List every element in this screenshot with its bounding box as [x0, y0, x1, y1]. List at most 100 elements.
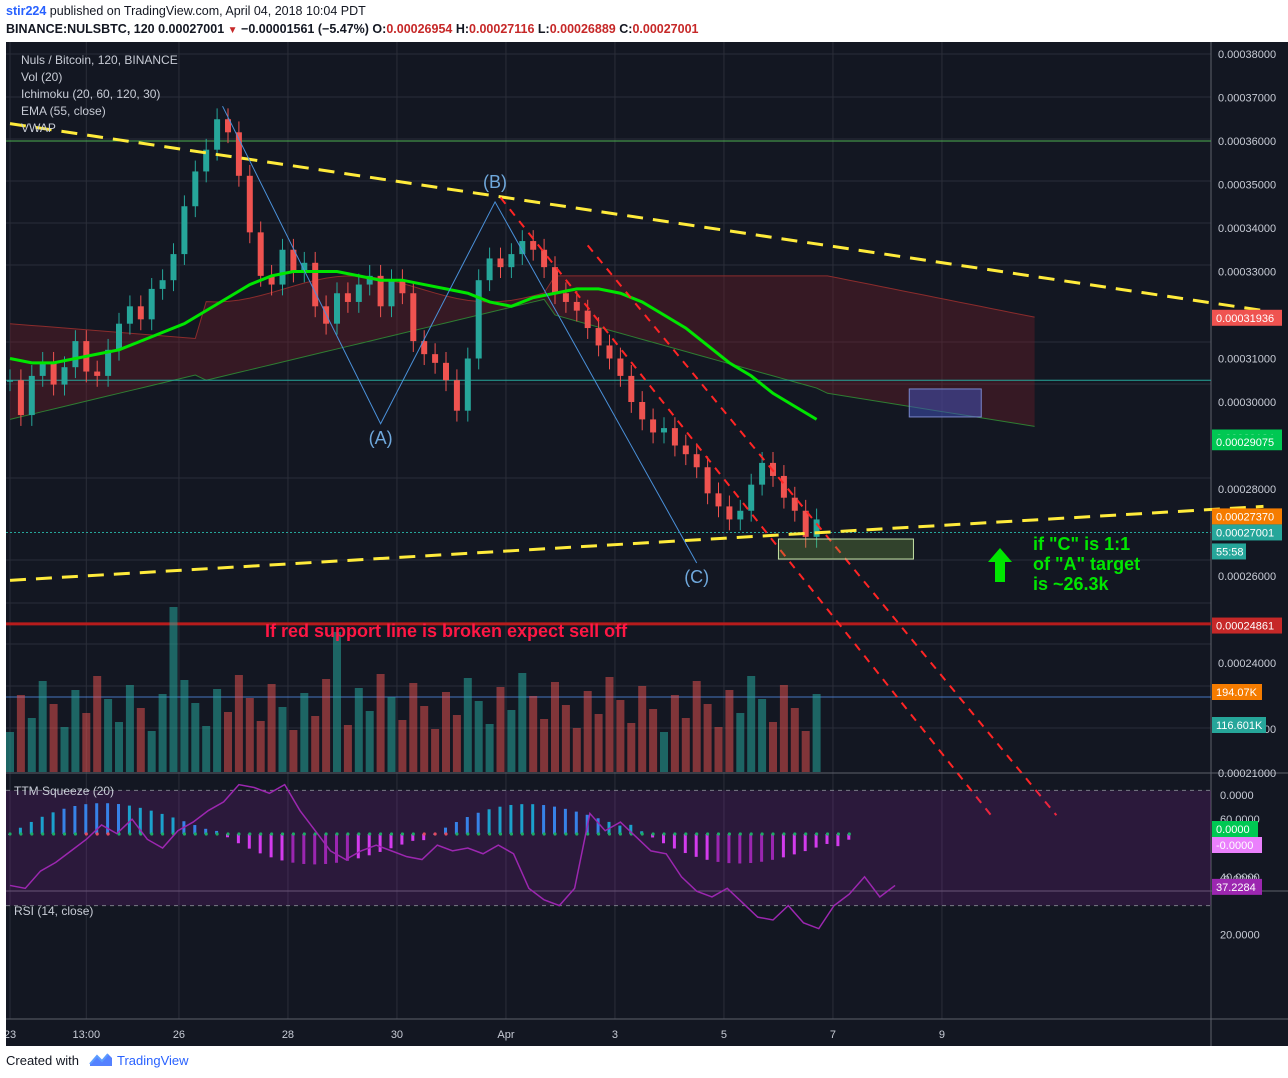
squeeze-dot [716, 832, 721, 836]
legend-ichimoku[interactable]: Ichimoku (20, 60, 120, 30) [21, 87, 161, 101]
squeeze-dot [335, 832, 339, 836]
open-value: 0.00026954 [386, 22, 453, 36]
volume-bar [202, 726, 211, 772]
price-tick-label: 0.00034000 [1218, 223, 1276, 235]
squeeze-dot [248, 832, 252, 836]
price-tick-label: 0.00038000 [1218, 49, 1276, 61]
candle-body [235, 132, 242, 176]
candle-body [225, 119, 231, 133]
candle-body [312, 262, 319, 307]
legend-vwap[interactable]: VWAP [21, 121, 56, 135]
close-value: 0.00027001 [632, 22, 699, 36]
chart-area[interactable]: 0.00038000 0.00037000 0.00036000 0.00035000… [4, 42, 1288, 1046]
candle-body [715, 493, 722, 507]
squeeze-bar [618, 825, 622, 834]
time-tick-label: 7 [830, 1029, 836, 1041]
elliott-wave-line[interactable] [222, 105, 698, 564]
candle-body [759, 462, 766, 485]
candle-body [159, 280, 166, 289]
trend-line[interactable] [499, 196, 992, 816]
volume-bar [747, 676, 756, 772]
volume-bar [507, 710, 516, 772]
up-arrow-icon [988, 548, 1012, 582]
candle-body [519, 241, 526, 255]
tradingview-logo-icon[interactable] [88, 1050, 114, 1068]
legend-rsi[interactable]: RSI (14, close) [14, 904, 94, 918]
squeeze-bar [444, 827, 447, 834]
author-link[interactable]: stir224 [6, 4, 47, 18]
squeeze-bar [781, 834, 785, 858]
squeeze-dot [673, 832, 677, 836]
candle-body [573, 301, 580, 311]
candle-body [671, 428, 678, 446]
ttm-value-label-bg [1212, 837, 1262, 853]
squeeze-dot [368, 832, 372, 836]
trend-line[interactable] [9, 122, 1264, 313]
candle-body [421, 341, 428, 355]
squeeze-bar [771, 834, 774, 860]
squeeze-bar [324, 834, 328, 864]
squeeze-bar [226, 834, 229, 838]
squeeze-bar [149, 810, 153, 834]
squeeze-bar [51, 812, 55, 834]
volume-bar [812, 694, 821, 772]
legend-title[interactable]: Nuls / Bitcoin, 120, BINANCE [21, 53, 178, 67]
down-triangle-icon: ▼ [227, 25, 238, 36]
squeeze-bar [313, 834, 317, 865]
candle-body [562, 293, 569, 302]
squeeze-bar [422, 834, 426, 841]
volume-bar [660, 732, 668, 772]
squeeze-bar [553, 806, 556, 834]
volume-bar [49, 704, 58, 772]
legend-ttm[interactable]: TTM Squeeze (20) [14, 784, 115, 798]
target-box[interactable] [908, 388, 982, 418]
squeeze-bar [705, 834, 709, 860]
volume-bar [605, 677, 614, 772]
price-label-bg [1212, 524, 1282, 541]
price-label-bg [1212, 434, 1282, 451]
volume-bar [398, 720, 407, 772]
volume-bar [474, 701, 483, 772]
candle-body [628, 375, 635, 402]
rsi-band [6, 790, 1211, 906]
candle-body [203, 149, 210, 172]
squeeze-bar [683, 834, 687, 854]
squeeze-bar [117, 804, 120, 834]
squeeze-dot [597, 832, 601, 836]
squeeze-bar [302, 834, 306, 864]
drawings[interactable] [9, 105, 1264, 816]
candle-body [148, 288, 155, 320]
close-label: C: [619, 22, 633, 36]
volume-bar [452, 715, 461, 772]
squeeze-dot [771, 832, 775, 836]
squeeze-dot [411, 832, 415, 836]
volume-ma-label: 194.07K [1216, 687, 1258, 699]
publish-info: published on TradingView.com, April 04, … [49, 4, 366, 18]
legend-ema[interactable]: EMA (55, close) [21, 104, 106, 118]
squeeze-dot [825, 832, 830, 836]
squeeze-bar [269, 834, 273, 858]
candle-body [170, 254, 177, 281]
squeeze-dot [662, 832, 666, 836]
volume-bar [725, 690, 734, 772]
candle-body [639, 402, 646, 420]
volume-bar [311, 716, 320, 772]
time-axis[interactable]: 23 13:00 26 28 30 Apr 3 5 7 9 [4, 1029, 945, 1041]
trend-line[interactable] [9, 504, 1264, 582]
squeeze-bar [760, 834, 764, 862]
volume-bar [616, 700, 625, 772]
squeeze-bar [247, 834, 251, 849]
footer-brand-link[interactable]: TradingView [117, 1053, 189, 1068]
chart-canvas[interactable]: 0.00038000 0.00037000 0.00036000 0.00035000… [4, 42, 1288, 1046]
squeeze-bar [95, 803, 99, 834]
time-tick-label: 3 [612, 1029, 618, 1041]
support-box[interactable] [777, 538, 914, 560]
squeeze-dot [586, 832, 590, 836]
trend-line[interactable] [586, 244, 1058, 816]
squeeze-dot [782, 832, 786, 836]
volume-bar [463, 678, 472, 772]
legend-vol[interactable]: Vol (20) [21, 70, 63, 84]
squeeze-dot [73, 832, 77, 836]
squeeze-dot [193, 832, 197, 836]
squeeze-dot [139, 832, 143, 836]
